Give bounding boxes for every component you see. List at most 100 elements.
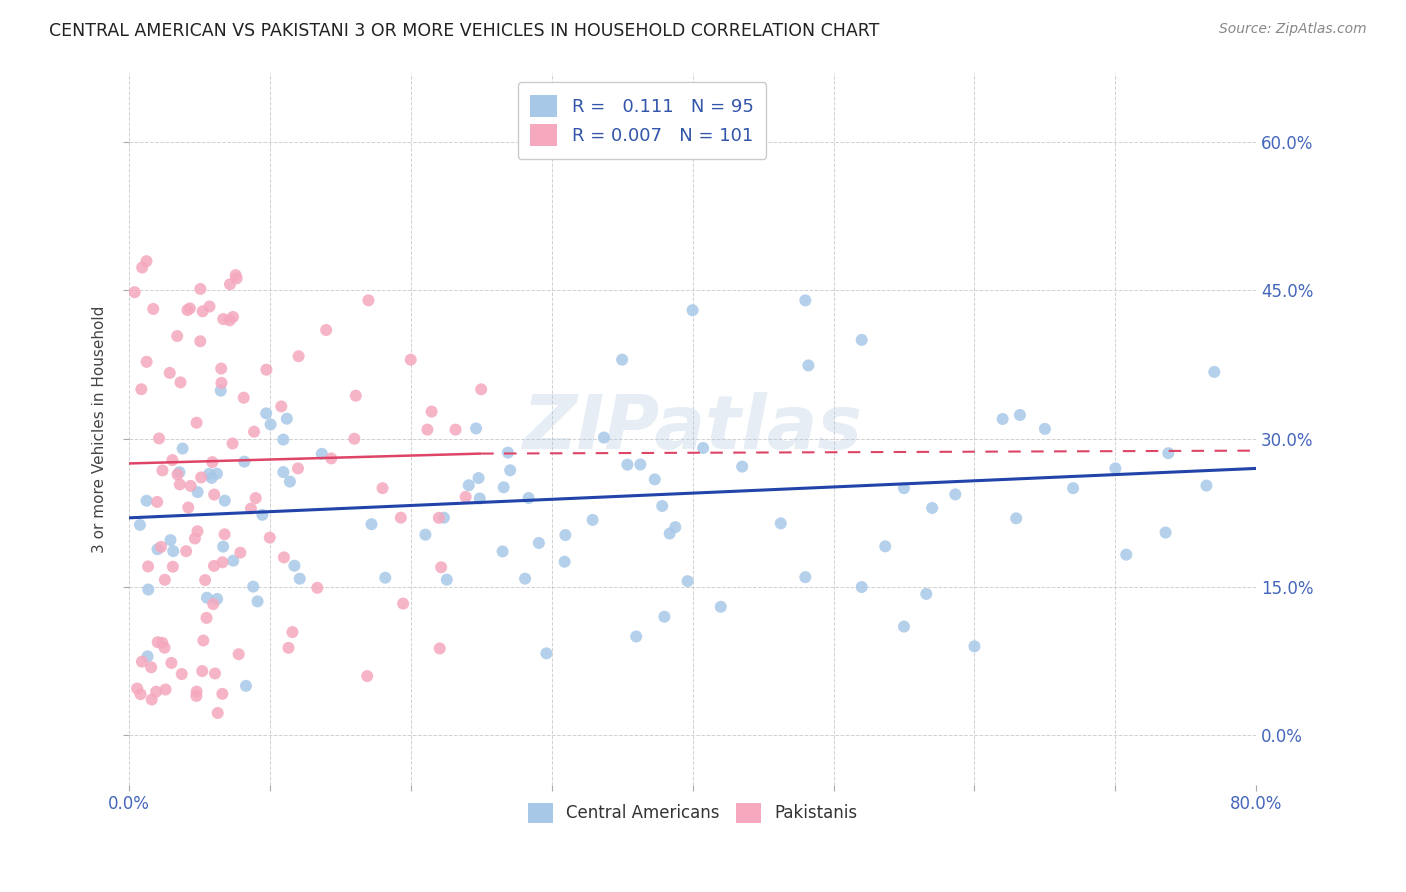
Point <box>651 499 673 513</box>
Point <box>499 463 522 477</box>
Point <box>374 571 396 585</box>
Point <box>243 425 266 439</box>
Point <box>129 517 152 532</box>
Point <box>146 542 169 557</box>
Point <box>170 667 193 681</box>
Point <box>676 574 699 589</box>
Point <box>239 501 262 516</box>
Point <box>204 666 226 681</box>
Point <box>465 421 488 435</box>
Point <box>233 455 256 469</box>
Point <box>281 625 304 640</box>
Point <box>427 511 450 525</box>
Point <box>159 533 181 548</box>
Point <box>172 442 194 456</box>
Point <box>245 491 267 505</box>
Point <box>592 431 614 445</box>
Point <box>554 555 576 569</box>
Point <box>242 580 264 594</box>
Point <box>150 636 173 650</box>
Point <box>259 531 281 545</box>
Point <box>581 513 603 527</box>
Point <box>152 463 174 477</box>
Point <box>624 630 647 644</box>
Point <box>692 441 714 455</box>
Point <box>610 352 633 367</box>
Point <box>186 524 208 539</box>
Point <box>214 527 236 541</box>
Point <box>1005 511 1028 525</box>
Point <box>198 467 221 481</box>
Point <box>135 493 157 508</box>
Point <box>148 432 170 446</box>
Point <box>851 333 873 347</box>
Legend: Central Americans, Pakistanis: Central Americans, Pakistanis <box>522 797 865 830</box>
Point <box>198 300 221 314</box>
Point <box>162 453 184 467</box>
Point <box>186 416 208 430</box>
Point <box>229 546 252 560</box>
Point <box>794 293 817 308</box>
Point <box>454 490 477 504</box>
Point <box>436 573 458 587</box>
Point <box>221 436 243 450</box>
Text: CENTRAL AMERICAN VS PAKISTANI 3 OR MORE VEHICLES IN HOUSEHOLD CORRELATION CHART: CENTRAL AMERICAN VS PAKISTANI 3 OR MORE … <box>49 22 880 40</box>
Point <box>399 352 422 367</box>
Point <box>202 597 225 611</box>
Point <box>259 417 281 432</box>
Point <box>166 329 188 343</box>
Point <box>357 293 380 308</box>
Point <box>146 495 169 509</box>
Point <box>415 527 437 541</box>
Text: 0.0%: 0.0% <box>108 795 150 813</box>
Point <box>554 528 576 542</box>
Point <box>225 268 247 282</box>
Point <box>214 493 236 508</box>
Point <box>201 455 224 469</box>
Point <box>187 485 209 500</box>
Point <box>211 555 233 569</box>
Point <box>195 591 218 605</box>
Point <box>283 558 305 573</box>
Point <box>194 573 217 587</box>
Point <box>207 706 229 720</box>
Point <box>343 432 366 446</box>
Point <box>389 510 412 524</box>
Point <box>136 649 159 664</box>
Point <box>991 412 1014 426</box>
Point <box>169 477 191 491</box>
Point <box>433 510 456 524</box>
Point <box>191 304 214 318</box>
Point <box>127 681 149 696</box>
Point <box>176 303 198 318</box>
Point <box>1195 478 1218 492</box>
Point <box>135 254 157 268</box>
Point <box>190 282 212 296</box>
Point <box>146 635 169 649</box>
Point <box>162 559 184 574</box>
Point <box>664 520 686 534</box>
Point <box>1008 408 1031 422</box>
Point <box>287 349 309 363</box>
Point <box>457 478 479 492</box>
Point <box>444 423 467 437</box>
Point <box>468 491 491 506</box>
Point <box>654 609 676 624</box>
Point <box>129 687 152 701</box>
Point <box>1204 365 1226 379</box>
Point <box>797 359 820 373</box>
Point <box>131 260 153 275</box>
Point <box>225 271 247 285</box>
Point <box>851 580 873 594</box>
Point <box>628 458 651 472</box>
Point <box>211 687 233 701</box>
Point <box>135 355 157 369</box>
Point <box>276 411 298 425</box>
Point <box>416 423 439 437</box>
Point <box>179 301 201 316</box>
Point <box>1062 481 1084 495</box>
Point <box>202 558 225 573</box>
Point <box>271 433 294 447</box>
Point <box>536 646 558 660</box>
Point <box>915 587 938 601</box>
